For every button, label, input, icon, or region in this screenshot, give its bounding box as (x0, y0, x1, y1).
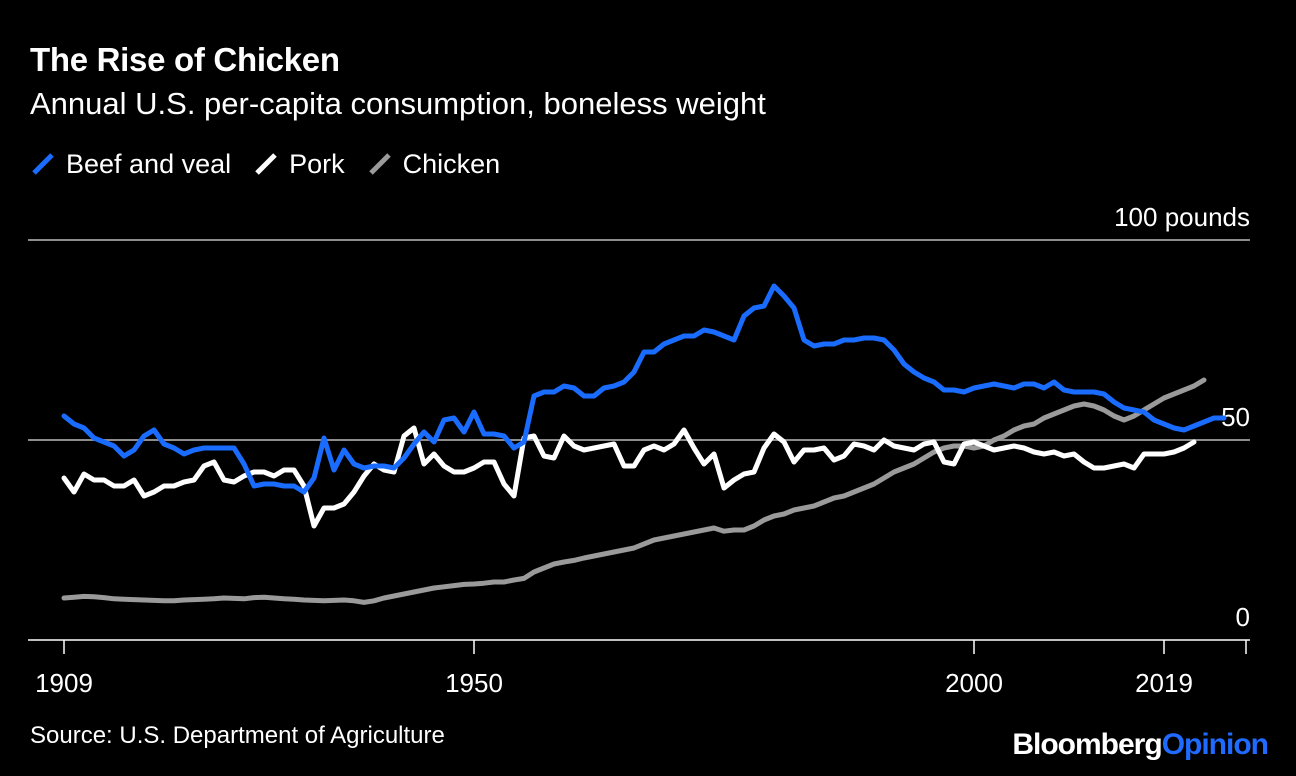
legend-item-beef: Beef and veal (30, 149, 231, 180)
x-tick-label-2019: 2019 (1135, 668, 1193, 698)
series-line-chicken (61, 377, 1207, 605)
brand-logo: BloombergOpinion (1012, 728, 1269, 762)
brand-logo-secondary: Opinion (1161, 728, 1269, 761)
source-note: Source: U.S. Department of Agriculture (30, 722, 445, 749)
brand-logo-primary: Bloomberg (1012, 728, 1162, 761)
x-tick-label-2000: 2000 (945, 668, 1003, 698)
y-tick-label-100: 100 pounds (1114, 202, 1250, 232)
chart-legend: Beef and veal Pork Chicken (30, 146, 522, 182)
legend-label-chicken: Chicken (402, 148, 501, 179)
legend-item-chicken: Chicken (367, 148, 501, 180)
series-line-pork (61, 425, 1197, 529)
x-tick-label-1909: 1909 (35, 668, 93, 698)
chart-title: The Rise of Chicken (30, 41, 340, 78)
series-line-beef (61, 283, 1227, 495)
legend-swatch-pork (255, 153, 277, 175)
legend-label-pork: Pork (289, 148, 345, 179)
x-tick-label-1950: 1950 (445, 668, 503, 698)
legend-item-pork: Pork (253, 149, 345, 180)
legend-swatch-chicken (368, 153, 391, 175)
legend-label-beef: Beef and veal (66, 148, 232, 179)
y-tick-label-0: 0 (1236, 602, 1250, 632)
legend-swatch-beef (32, 153, 54, 175)
chart-subtitle: Annual U.S. per-capita consumption, bone… (30, 86, 766, 121)
